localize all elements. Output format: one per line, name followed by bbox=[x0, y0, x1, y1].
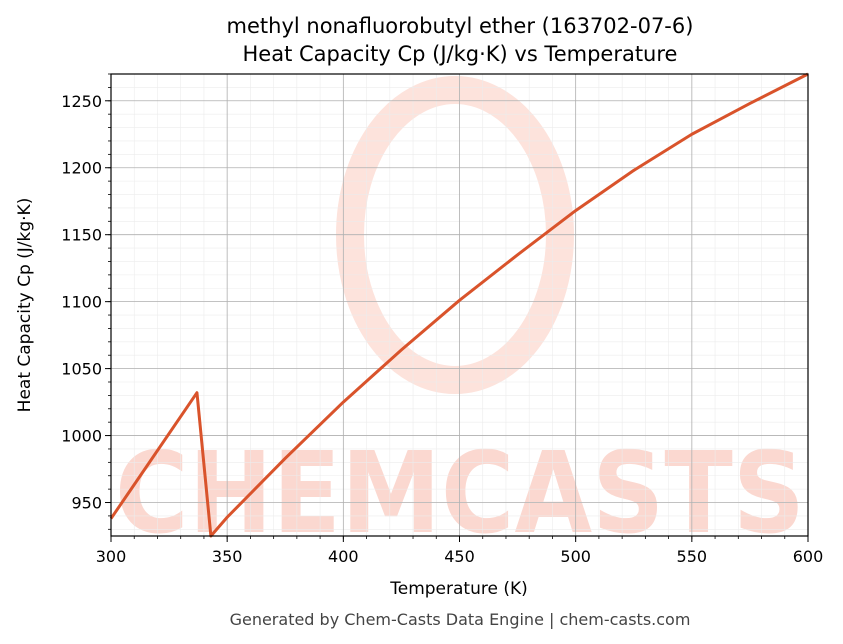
footer-credit: Generated by Chem-Casts Data Engine | ch… bbox=[230, 610, 691, 629]
chart-subtitle: Heat Capacity Cp (J/kg·K) vs Temperature bbox=[243, 42, 678, 66]
y-tick-label: 1150 bbox=[61, 226, 102, 245]
x-tick-label: 550 bbox=[677, 547, 708, 566]
x-tick-label: 400 bbox=[328, 547, 359, 566]
x-axis: 300 350 400 450 500 550 600 bbox=[96, 536, 824, 566]
y-tick-label: 950 bbox=[71, 494, 102, 513]
y-tick-label: 1250 bbox=[61, 92, 102, 111]
y-axis-label: Heat Capacity Cp (J/kg·K) bbox=[15, 198, 35, 413]
x-tick-label: 350 bbox=[212, 547, 243, 566]
x-tick-label: 300 bbox=[96, 547, 127, 566]
x-tick-label: 500 bbox=[560, 547, 591, 566]
y-tick-label: 1050 bbox=[61, 360, 102, 379]
y-tick-label: 1100 bbox=[61, 293, 102, 312]
x-tick-label: 450 bbox=[444, 547, 475, 566]
y-tick-label: 1000 bbox=[61, 427, 102, 446]
y-tick-label: 1200 bbox=[61, 159, 102, 178]
series-line bbox=[109, 72, 809, 538]
x-tick-label: 600 bbox=[793, 547, 824, 566]
watermark-logo: CHEMCASTS bbox=[115, 76, 805, 559]
y-axis: 950 1000 1050 1100 1150 1200 1250 bbox=[61, 73, 111, 530]
x-axis-label: Temperature (K) bbox=[389, 579, 528, 599]
chart-title: methyl nonafluorobutyl ether (163702-07-… bbox=[227, 14, 694, 38]
